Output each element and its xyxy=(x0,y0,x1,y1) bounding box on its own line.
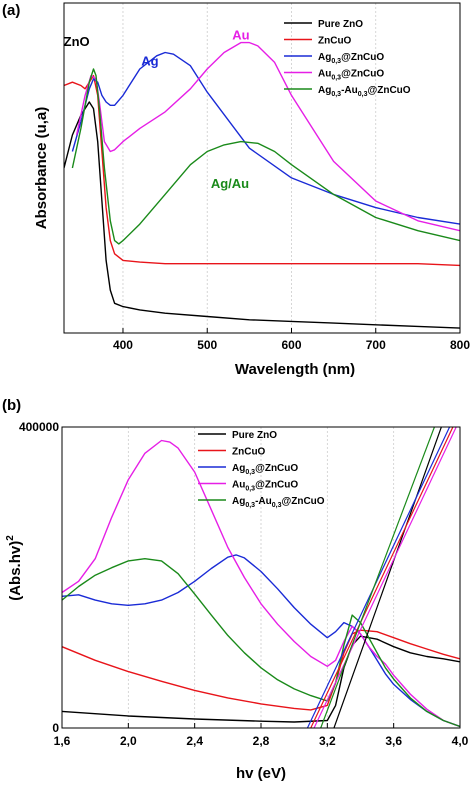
legend-text-part: Au xyxy=(318,69,331,80)
legend-subscript: 0,3 xyxy=(358,91,368,98)
panel-b-series-zncuo xyxy=(62,629,460,711)
panel-a-annotation: ZnO xyxy=(64,34,90,49)
legend-text-part: @ZnCuO xyxy=(281,496,324,507)
panel-b-x-tick-label: 3,6 xyxy=(385,734,402,748)
panel-a-axes-frame xyxy=(63,2,461,334)
panel-b-fit-line-ag-zncuo xyxy=(306,427,451,728)
legend-text-part: -Au xyxy=(341,85,358,96)
legend-subscript: 0,3 xyxy=(245,469,255,476)
panel-a-x-tick-label: 500 xyxy=(197,338,217,352)
legend-text-part: Au xyxy=(232,480,245,491)
panel-b-x-tick-label: 2,8 xyxy=(253,734,270,748)
panel-b-x-tick-label: 4,0 xyxy=(452,734,469,748)
legend-text-part: Ag xyxy=(232,463,245,474)
panel-a-series-zncuo xyxy=(64,74,460,267)
panel-a-x-tick-label: 700 xyxy=(366,338,386,352)
panel-b-series-agau-zncuo xyxy=(62,558,460,728)
panel-b-legend-label: Ag0,3-Au0,3@ZnCuO xyxy=(232,496,325,509)
panel-a-series-agau-zncuo xyxy=(71,68,460,245)
panel-b-legend-label: ZnCuO xyxy=(232,447,266,458)
panel-a-annotation: Au xyxy=(232,27,249,42)
panel-b-legend-label: Au0,3@ZnCuO xyxy=(232,480,298,493)
panel-a-x-axis-title: Wavelength (nm) xyxy=(235,361,355,378)
panel-a-legend-label: ZnCuO xyxy=(318,36,352,47)
panel-b-x-tick-label: 3,2 xyxy=(319,734,336,748)
panel-b-x-tick-label: 1,6 xyxy=(54,734,71,748)
panel-b-y-axis-title: (Abs.hv)2 xyxy=(5,535,24,601)
legend-subscript: 0,3 xyxy=(245,502,255,509)
panel-b-fit-line-au-zncuo xyxy=(313,427,457,728)
panel-b-fit-line-zncuo xyxy=(310,427,454,728)
panel-b-fit-line-pure-zno xyxy=(333,427,443,728)
panel-a-annotation: Ag xyxy=(141,54,158,69)
panel-a-annotation: Ag/Au xyxy=(211,176,249,191)
legend-subscript: 0,3 xyxy=(245,486,255,493)
panel-a-x-tick-label: 800 xyxy=(450,338,470,352)
panel-b-y-axis-title-superscript: 2 xyxy=(5,535,16,541)
legend-text-part: @ZnCuO xyxy=(367,85,410,96)
panel-b-y-tick-label: 0 xyxy=(52,721,59,735)
legend-text-part: Ag xyxy=(318,52,331,63)
panel-b-y-tick-label: 400000 xyxy=(19,420,59,434)
legend-subscript: 0,3 xyxy=(331,58,341,65)
legend-text-part: @ZnCuO xyxy=(341,52,384,63)
panel-a-x-tick-label: 600 xyxy=(281,338,301,352)
panel-a-legend-label: Ag0,3@ZnCuO xyxy=(318,52,384,65)
panel-a-series-pure-zno xyxy=(64,101,460,329)
panel-a-y-axis-title: Absorbance (u,a) xyxy=(33,107,50,230)
panel-a-x-tick-label: 400 xyxy=(113,338,133,352)
legend-subscript: 0,3 xyxy=(272,502,282,509)
legend-subscript: 0,3 xyxy=(331,75,341,82)
legend-subscript: 0,3 xyxy=(331,91,341,98)
panel-b-x-tick-label: 2,0 xyxy=(120,734,137,748)
legend-text-part: Ag xyxy=(318,85,331,96)
panel-a-legend-label: Au0,3@ZnCuO xyxy=(318,69,384,82)
legend-text-part: @ZnCuO xyxy=(255,480,298,491)
panel-a-legend-label: Ag0,3-Au0,3@ZnCuO xyxy=(318,85,411,98)
panel-a-series-ag-zncuo xyxy=(71,51,460,225)
panel-b-legend-label: Pure ZnO xyxy=(232,430,277,441)
panel-b-label: (b) xyxy=(2,397,21,414)
panel-a-series-au-zncuo xyxy=(75,41,460,232)
panel-b-x-tick-label: 2,4 xyxy=(186,734,203,748)
panel-b-x-axis-title: hv (eV) xyxy=(236,765,286,781)
panel-a-label: (a) xyxy=(2,2,20,19)
panel-b-legend-label: Ag0,3@ZnCuO xyxy=(232,463,298,476)
legend-text-part: Ag xyxy=(232,496,245,507)
panel-b-series-au-zncuo xyxy=(62,439,460,728)
legend-text-part: @ZnCuO xyxy=(341,69,384,80)
panel-b-y-axis-title-main: (Abs.hv) xyxy=(7,541,24,601)
panel-b-series-ag-zncuo xyxy=(62,554,460,728)
panel-a-legend-label: Pure ZnO xyxy=(318,19,363,30)
legend-text-part: @ZnCuO xyxy=(255,463,298,474)
panel-b-fit-line-agau-zncuo xyxy=(320,427,436,728)
legend-text-part: -Au xyxy=(255,496,272,507)
